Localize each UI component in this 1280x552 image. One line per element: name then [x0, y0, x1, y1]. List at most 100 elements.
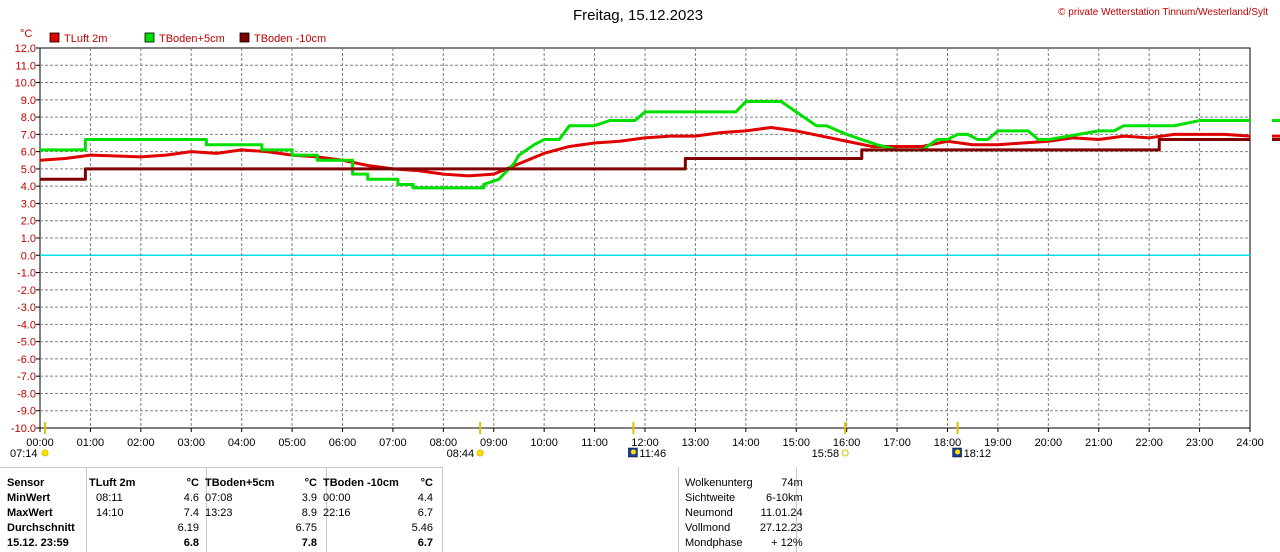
x-tick-label: 23:00	[1186, 437, 1214, 449]
y-tick-label: 11.0	[15, 60, 36, 72]
sun-icon	[841, 449, 849, 457]
y-tick-label: 6.0	[21, 147, 36, 159]
event-time-label: 18:12	[964, 448, 992, 460]
info-label: Sichtweite	[685, 491, 736, 504]
cell-time: 14:10	[96, 506, 124, 519]
x-tick-label: 16:00	[833, 437, 861, 449]
x-tick-label: 03:00	[177, 437, 205, 449]
info-divider	[796, 467, 797, 552]
x-tick-label: 24:00	[1236, 437, 1264, 449]
series-line-2	[40, 138, 1250, 181]
series-line-1	[40, 100, 1250, 190]
row-label: 15.12. 23:59	[7, 536, 69, 549]
cell-time: 07:08	[205, 491, 233, 504]
header-unit: °C	[304, 476, 317, 489]
event-time-label: 08:44	[447, 448, 475, 460]
info-value: 11.01.24	[760, 506, 803, 519]
y-tick-label: 10.0	[15, 78, 36, 90]
y-tick-label: 3.0	[21, 198, 36, 210]
cell-value: 6.8	[183, 536, 199, 549]
y-tick-label: -8.0	[17, 388, 36, 400]
y-tick-label: -10.0	[11, 423, 36, 435]
cell-value: 4.4	[417, 491, 433, 504]
cell-time: 22:16	[323, 506, 351, 519]
y-tick-label: -9.0	[17, 406, 36, 418]
y-tick-label: -3.0	[17, 302, 36, 314]
x-tick-label: 05:00	[278, 437, 306, 449]
cell-time: 00:00	[323, 491, 351, 504]
cell-value: 7.8	[301, 536, 317, 549]
table-divider	[326, 467, 327, 552]
x-tick-label: 08:00	[430, 437, 458, 449]
y-tick-label: 0.0	[21, 250, 36, 262]
info-row: Vollmond 27.12.23	[682, 520, 806, 535]
cell-time: 08:11	[96, 491, 123, 504]
info-label: Vollmond	[685, 521, 731, 534]
x-tick-label: 06:00	[329, 437, 357, 449]
cell-value: 5.46	[411, 521, 433, 534]
x-tick-label: 19:00	[984, 437, 1012, 449]
info-value: 6-10km	[765, 491, 803, 504]
legend-swatch	[239, 32, 250, 43]
moon-icon-glyph	[955, 449, 961, 455]
y-tick-label: -6.0	[17, 354, 36, 366]
x-tick-label: 22:00	[1135, 437, 1163, 449]
header-unit: °C	[420, 476, 433, 489]
cell-value: 3.9	[301, 491, 317, 504]
x-tick-label: 11:00	[581, 437, 608, 449]
info-label: Mondphase	[685, 536, 743, 549]
cell-time	[320, 520, 408, 535]
moon-icon-glyph	[630, 449, 636, 455]
sensor-summary-table: Sensor TLuft 2m °C TBoden+5cm °C TBoden …	[4, 475, 436, 550]
cell-value: 6.75	[295, 521, 317, 534]
temperature-chart: 12.0 11.0 10.0 9.0 8.0 7.0 6.0 5.0 4.0 3.0 2.0 1.0 0…	[10, 7, 1280, 460]
info-value: 74m	[781, 476, 803, 489]
y-tick-label: 7.0	[21, 129, 36, 141]
header-tboden10: TBoden -10cm	[323, 476, 399, 489]
x-tick-label: 14:00	[732, 437, 760, 449]
cell-value: 8.9	[301, 506, 317, 519]
row-label: Durchschnitt	[7, 521, 75, 534]
y-tick-label: -7.0	[17, 371, 36, 383]
info-value: + 12%	[771, 536, 803, 549]
y-tick-label: 4.0	[21, 181, 36, 193]
info-divider	[678, 467, 679, 552]
cell-time	[86, 535, 162, 550]
cell-value: 6.19	[177, 521, 199, 534]
x-tick-label: 01:00	[77, 437, 105, 449]
info-row: Wolkenunterg 74m	[682, 475, 806, 490]
x-tick-label: 00:00	[26, 437, 54, 449]
x-tick-label: 18:00	[934, 437, 962, 449]
chart-title: Freitag, 15.12.2023	[573, 7, 703, 24]
header-tboden5: TBoden+5cm	[205, 476, 275, 489]
x-tick-label: 07:00	[379, 437, 407, 449]
info-label: Neumond	[685, 506, 733, 519]
legend-swatch	[144, 32, 155, 43]
header-sensor: Sensor	[7, 476, 45, 489]
legend-label: TBoden -10cm	[254, 33, 326, 45]
cell-value: 4.6	[183, 491, 199, 504]
row-label: MaxWert	[7, 506, 53, 519]
table-row: MaxWert 14:10 7.4 13:23 8.9 22:16 6.7	[4, 505, 436, 520]
table-divider	[442, 467, 443, 552]
event-time-label: 07:14	[10, 448, 38, 460]
header-unit: °C	[186, 476, 199, 489]
cell-time	[202, 520, 286, 535]
cell-time	[320, 535, 408, 550]
legend-label: TLuft 2m	[64, 33, 107, 45]
astro-info-table: Wolkenunterg 74m Sichtweite 6-10km Neumond…	[682, 475, 806, 550]
cell-value: 6.7	[417, 506, 433, 519]
row-label: MinWert	[7, 491, 51, 504]
x-tick-label: 20:00	[1035, 437, 1063, 449]
y-tick-label: 2.0	[21, 216, 36, 228]
info-row: Mondphase + 12%	[682, 535, 806, 550]
x-tick-label: 10:00	[530, 437, 558, 449]
cell-value: 6.7	[417, 536, 433, 549]
y-tick-label: -2.0	[17, 285, 36, 297]
cell-time	[86, 520, 162, 535]
y-tick-label: 5.0	[21, 164, 36, 176]
x-tick-label: 17:00	[883, 437, 911, 449]
cell-time: 13:23	[205, 506, 233, 519]
table-top-border	[0, 467, 442, 468]
x-tick-label: 13:00	[682, 437, 710, 449]
